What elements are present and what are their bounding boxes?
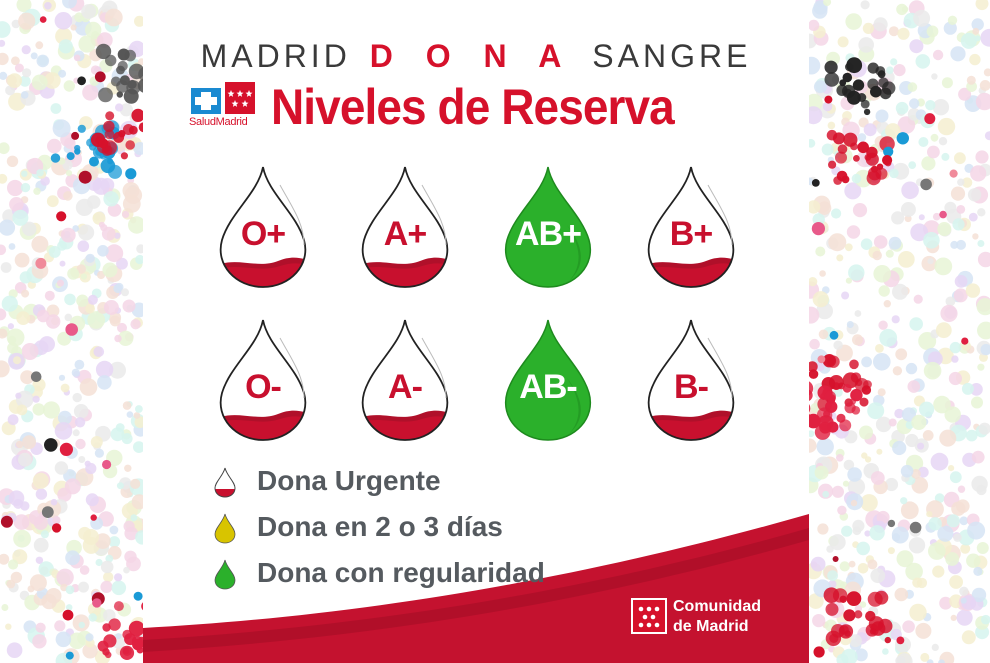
- blood-drop-abneg: AB-: [503, 318, 593, 443]
- blood-drop-abpos: AB+: [503, 165, 593, 290]
- poster-card: MADRID D O N A SANGRE SaludMadrid Nivele…: [143, 0, 809, 663]
- salud-madrid-text: SaludMadrid: [189, 116, 248, 128]
- red-drop-icon: [214, 467, 236, 498]
- comunidad-line1: Comunidad: [673, 598, 761, 615]
- yellow-drop-icon: [214, 513, 236, 544]
- blood-type-label: O-: [245, 368, 282, 406]
- blood-drop-bneg: B-: [646, 318, 736, 443]
- blood-type-label: A-: [388, 368, 423, 406]
- salud-madrid-logo: [191, 82, 255, 114]
- legend-label: Dona con regularidad: [257, 557, 545, 588]
- blood-type-label: A+: [383, 215, 427, 253]
- page-title: Niveles de Reserva: [271, 79, 675, 135]
- comunidad-madrid-flag-icon: [631, 598, 667, 634]
- legend-label: Dona Urgente: [257, 465, 441, 496]
- blood-drop-bpos: B+: [646, 165, 736, 290]
- blood-drop-opos: O+: [218, 165, 308, 290]
- title-sangre: SANGRE: [592, 38, 752, 74]
- green-drop-icon: [214, 559, 236, 590]
- blood-drop-aneg: A-: [360, 318, 450, 443]
- blood-type-label: AB+: [515, 215, 582, 253]
- comunidad-madrid-text: Comunidad de Madrid: [673, 597, 761, 637]
- blood-drop-apos: A+: [360, 165, 450, 290]
- madrid-dona-sangre-title: MADRID D O N A SANGRE: [143, 38, 809, 75]
- title-dona: D O N A: [369, 38, 574, 74]
- blood-type-label: AB-: [519, 368, 577, 406]
- blood-type-label: B-: [674, 368, 709, 406]
- blood-type-label: B+: [669, 215, 713, 253]
- comunidad-line2: de Madrid: [673, 618, 749, 635]
- blood-drop-oneg: O-: [218, 318, 308, 443]
- blood-type-label: O+: [240, 215, 286, 253]
- title-madrid: MADRID: [200, 38, 351, 74]
- legend-label: Dona en 2 o 3 días: [257, 511, 503, 542]
